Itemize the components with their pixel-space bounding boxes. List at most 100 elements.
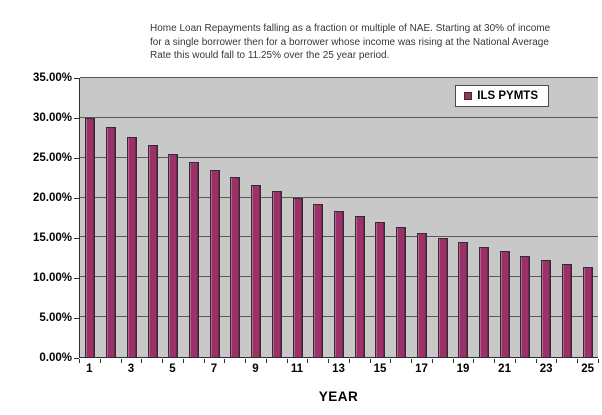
- bar-cell-year-20: [474, 78, 495, 357]
- bar-cell-year-5: [163, 78, 184, 357]
- bar-year-11: [292, 198, 303, 357]
- bar-cell-year-2: [101, 78, 122, 357]
- bar-year-19: [458, 242, 469, 357]
- x-axis-tick: [577, 359, 579, 363]
- bar-year-23: [541, 259, 552, 357]
- bar-cell-year-14: [349, 78, 370, 357]
- x-axis-tick: [535, 359, 537, 363]
- bar-cell-year-23: [536, 78, 557, 357]
- gridline-20: [80, 196, 598, 198]
- y-axis-tick: [74, 198, 79, 199]
- gridline-35: [80, 77, 598, 78]
- x-axis-label-5: 5: [169, 363, 176, 375]
- bar-year-25: [582, 267, 593, 357]
- x-axis-tick: [494, 359, 496, 363]
- bar-year-10: [271, 191, 282, 357]
- bar-cell-year-15: [370, 78, 391, 357]
- bar-cell-year-18: [432, 78, 453, 357]
- x-axis-tick: [224, 359, 226, 363]
- bar-cell-year-16: [391, 78, 412, 357]
- x-axis-tick: [203, 359, 205, 363]
- y-axis-tick: [74, 358, 79, 359]
- bar-year-22: [520, 255, 531, 357]
- bar-cell-year-6: [184, 78, 205, 357]
- x-axis-label-23: 23: [539, 363, 553, 375]
- bar-year-13: [333, 210, 344, 357]
- x-axis-tick: [452, 359, 454, 363]
- y-axis-tick: [74, 78, 79, 79]
- x-axis-tick: [514, 359, 516, 363]
- y-axis-tick: [74, 238, 79, 239]
- x-axis-tick: [307, 359, 309, 363]
- x-axis-label-25: 25: [581, 363, 594, 375]
- bar-cell-year-19: [453, 78, 474, 357]
- legend-label: ILS PYMTS: [477, 90, 538, 102]
- y-axis-label-30.00%: 30.00%: [32, 112, 72, 124]
- x-axis-tick: [431, 359, 433, 363]
- x-axis-tick: [286, 359, 288, 363]
- x-axis-tick: [411, 359, 413, 363]
- bar-cell-year-11: [287, 78, 308, 357]
- x-axis-label-13: 13: [332, 363, 345, 375]
- x-axis-label-15: 15: [373, 363, 387, 375]
- x-axis-label-21: 21: [498, 363, 511, 375]
- x-axis-tick: [245, 359, 247, 363]
- x-axis-tick: [120, 359, 122, 363]
- bar-year-8: [230, 177, 241, 357]
- y-axis-label-15.00%: 15.00%: [32, 232, 72, 244]
- y-axis-label-0.00%: 0.00%: [39, 352, 72, 364]
- bar-cell-year-7: [204, 78, 225, 357]
- x-axis-tick: [348, 359, 350, 363]
- bar-cell-year-13: [329, 78, 350, 357]
- x-axis-tick: [390, 359, 392, 363]
- gridline-30: [80, 116, 598, 118]
- bar-cell-year-4: [142, 78, 163, 357]
- bar-year-4: [147, 145, 158, 357]
- bar-cell-year-17: [412, 78, 433, 357]
- bar-cell-year-22: [515, 78, 536, 357]
- bar-year-9: [251, 184, 262, 357]
- bar-year-1: [85, 117, 96, 357]
- x-axis-tick: [182, 359, 184, 363]
- bar-year-16: [396, 227, 407, 357]
- bar-cell-year-1: [80, 78, 101, 357]
- y-axis-tick: [74, 118, 79, 119]
- y-axis-tick: [74, 278, 79, 279]
- bar-cell-year-3: [121, 78, 142, 357]
- bar-cell-year-9: [246, 78, 267, 357]
- bar-cell-year-24: [557, 78, 578, 357]
- bar-year-3: [126, 136, 137, 357]
- plot-area: ILS PYMTS: [79, 77, 598, 358]
- x-axis-tick: [99, 359, 101, 363]
- bar-year-18: [437, 237, 448, 357]
- x-axis-label-19: 19: [456, 363, 470, 375]
- bar-year-6: [188, 162, 199, 357]
- bar-year-2: [106, 127, 117, 357]
- x-axis-tick: [598, 359, 599, 363]
- bar-cell-year-8: [225, 78, 246, 357]
- x-axis-tick: [79, 359, 80, 363]
- chart-title: Home Loan Repayments falling as a fracti…: [150, 23, 551, 61]
- y-axis-label-20.00%: 20.00%: [32, 192, 72, 204]
- bar-cell-year-25: [577, 78, 598, 357]
- bar-year-21: [499, 251, 510, 357]
- bar-year-15: [375, 222, 386, 357]
- y-axis-tick: [74, 318, 79, 319]
- bar-cell-year-10: [266, 78, 287, 357]
- bar-year-24: [561, 263, 572, 357]
- x-axis-label-17: 17: [415, 363, 428, 375]
- bar-year-12: [313, 204, 324, 357]
- x-axis-tick: [265, 359, 267, 363]
- bar-cell-year-12: [308, 78, 329, 357]
- bar-year-7: [209, 169, 220, 357]
- bar-year-14: [354, 216, 365, 357]
- x-axis-tick: [162, 359, 164, 363]
- y-axis-label-10.00%: 10.00%: [32, 272, 72, 284]
- bar-series: [80, 78, 598, 357]
- x-axis-tick: [473, 359, 475, 363]
- x-axis-tick: [328, 359, 330, 363]
- x-axis-label-11: 11: [290, 363, 304, 375]
- gridline-25: [80, 156, 598, 158]
- x-axis-label-3: 3: [127, 363, 135, 375]
